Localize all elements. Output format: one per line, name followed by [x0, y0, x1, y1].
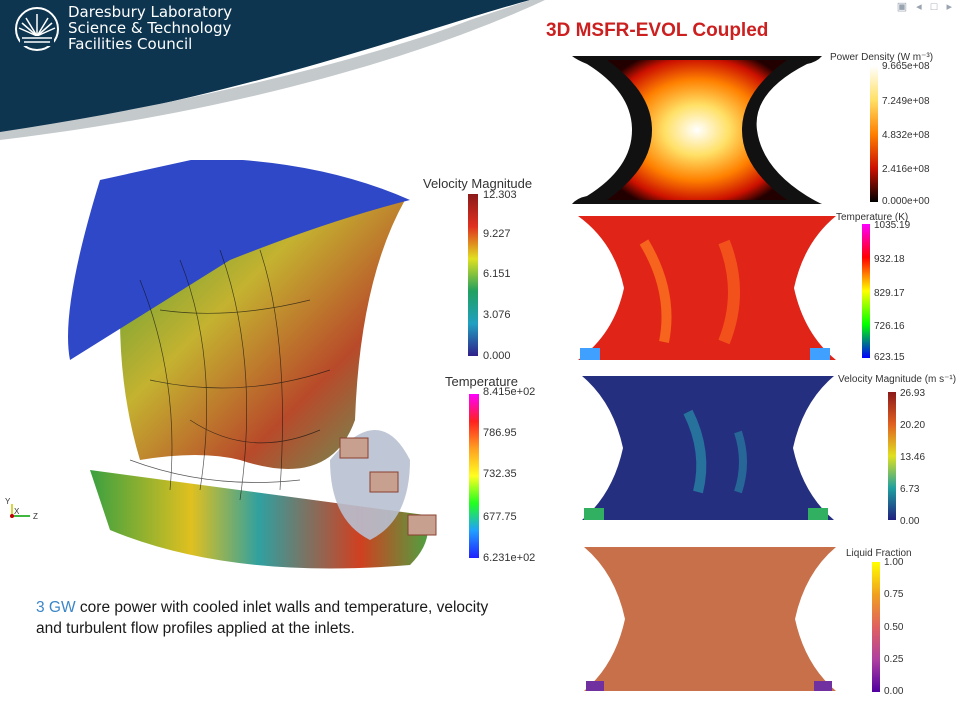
power-density-gradient — [870, 66, 878, 202]
side-velocity-value-2: 13.46 — [900, 452, 926, 463]
side-temperature-value-4: 623.15 — [874, 352, 905, 363]
side-temperature-value-1: 932.18 — [874, 254, 905, 265]
velocity-value-4: 0.000 — [483, 350, 511, 362]
slide-caption: 3 GW core power with cooled inlet walls … — [36, 597, 506, 639]
axes-triad: Y X Z — [5, 497, 38, 521]
temperature-value-3: 677.75 — [483, 511, 517, 523]
velocity-value-2: 6.151 — [483, 268, 511, 280]
slide-title: 3D MSFR-EVOL Coupled — [546, 20, 769, 41]
main-3d-visualization — [68, 160, 437, 569]
power-density-panel — [572, 56, 822, 204]
side-temperature-value-2: 829.17 — [874, 288, 905, 299]
next-icon[interactable]: ▸ — [946, 1, 952, 13]
temperature-gradient — [469, 394, 479, 558]
floor-surface — [90, 470, 428, 569]
axis-x-label: X — [14, 507, 20, 516]
temperature-colorbar-title: Temperature — [445, 374, 518, 389]
caption-highlight: 3 GW — [36, 599, 76, 616]
power-density-value-3: 2.416e+08 — [882, 164, 930, 175]
power-density-value-0: 9.665e+08 — [882, 61, 930, 72]
axis-y-label: Y — [5, 497, 11, 506]
velocity-value-0: 12.303 — [483, 189, 517, 201]
temperature-value-2: 732.35 — [483, 468, 517, 480]
side-temperature-gradient — [862, 224, 870, 358]
liquid-fraction-value-2: 0.50 — [884, 622, 904, 633]
liquid-fraction-value-4: 0.00 — [884, 686, 904, 697]
velocity-value-3: 3.076 — [483, 309, 511, 321]
side-velocity-colorbar: Velocity Magnitude (m s⁻¹) 26.93 20.20 1… — [838, 374, 960, 527]
header-banner — [0, 0, 545, 140]
caption-text: core power with cooled inlet walls and t… — [36, 599, 489, 637]
velocity-value-1: 9.227 — [483, 228, 511, 240]
liquid-fraction-value-0: 1.00 — [884, 557, 904, 568]
liquid-fraction-title: Liquid Fraction — [846, 548, 912, 559]
velocity-panel — [582, 376, 834, 520]
power-density-title: Power Density (W m⁻³) — [830, 52, 934, 63]
liquid-fraction-colorbar: Liquid Fraction 1.00 0.75 0.50 0.25 0.00 — [846, 548, 960, 700]
power-density-colorbar: Power Density (W m⁻³) 9.665e+08 7.249e+0… — [830, 52, 960, 212]
velocity-colorbar-title: Velocity Magnitude — [423, 176, 533, 191]
logo-line-1: Daresbury Laboratory — [68, 3, 233, 21]
temperature-panel — [578, 216, 836, 360]
side-velocity-value-4: 0.00 — [900, 516, 920, 527]
roof-surface — [68, 160, 410, 360]
side-velocity-value-0: 26.93 — [900, 388, 926, 399]
power-density-value-4: 0.000e+00 — [882, 196, 930, 207]
side-velocity-gradient — [888, 392, 896, 520]
side-velocity-value-3: 6.73 — [900, 484, 920, 495]
liquid-fraction-value-1: 0.75 — [884, 589, 904, 600]
power-density-value-1: 7.249e+08 — [882, 96, 930, 107]
temperature-value-1: 786.95 — [483, 427, 517, 439]
power-density-value-2: 4.832e+08 — [882, 130, 930, 141]
temperature-value-0: 8.415e+02 — [483, 386, 536, 398]
logo-emblem — [15, 7, 59, 51]
temperature-colorbar: Temperature 8.415e+02 786.95 732.35 677.… — [445, 374, 555, 569]
frame-icon[interactable]: □ — [930, 1, 938, 13]
velocity-gradient — [468, 194, 478, 356]
side-velocity-title: Velocity Magnitude (m s⁻¹) — [838, 374, 957, 385]
logo-text: Daresbury Laboratory Science & Technolog… — [68, 4, 232, 52]
logo-line-2: Science & Technology — [68, 19, 232, 37]
velocity-colorbar: Velocity Magnitude 12.303 9.227 6.151 3.… — [423, 176, 543, 366]
liquid-fraction-value-3: 0.25 — [884, 654, 904, 665]
page-icon[interactable]: ▣ — [896, 1, 908, 13]
side-velocity-value-1: 20.20 — [900, 420, 926, 431]
temperature-value-4: 6.231e+02 — [483, 552, 536, 564]
side-temperature-value-0: 1035.19 — [874, 220, 911, 231]
axis-z-label: Z — [33, 512, 38, 521]
liquid-fraction-panel — [584, 547, 836, 691]
logo-line-3: Facilities Council — [68, 35, 193, 53]
liquid-fraction-gradient — [872, 562, 880, 692]
side-temperature-colorbar: Temperature (K) 1035.19 932.18 829.17 72… — [836, 212, 960, 367]
side-temperature-title: Temperature (K) — [836, 212, 909, 223]
prev-icon[interactable]: ◂ — [916, 1, 922, 13]
slide-nav: ▣ ◂ □ ▸ — [891, 0, 952, 13]
side-temperature-value-3: 726.16 — [874, 321, 905, 332]
